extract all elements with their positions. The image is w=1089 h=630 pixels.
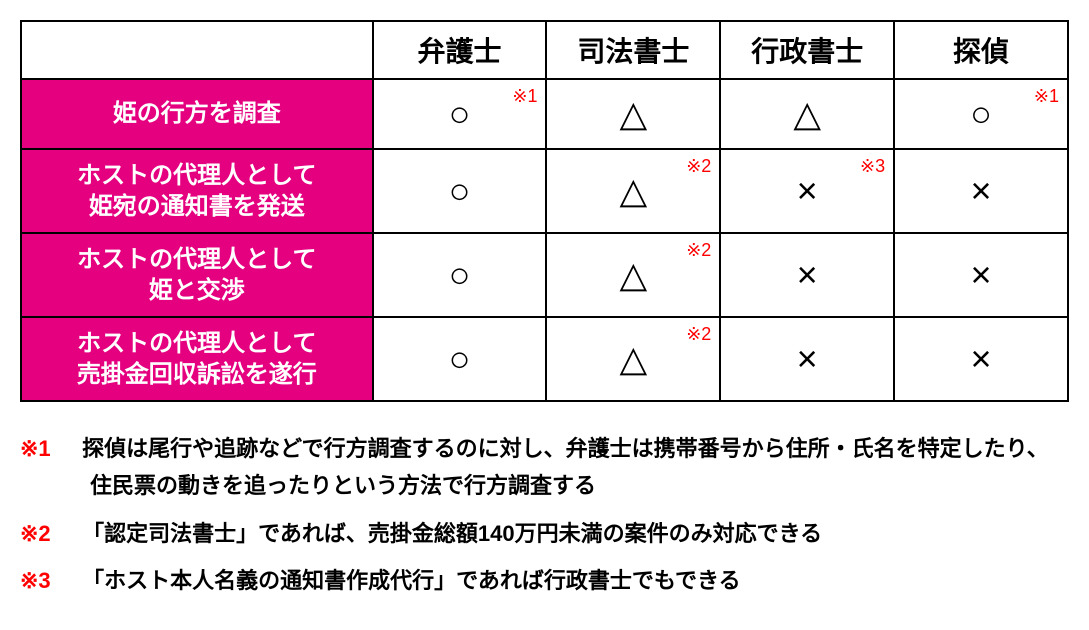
table-row: ホストの代理人として姫と交渉 ○ △ ※2 × × [21,233,1068,317]
comparison-table: 弁護士司法書士行政書士探偵 姫の行方を調査 ○ ※1 △ △ ○ ※1 ホストの代理人として姫… [20,20,1069,402]
footnote-marker: ※3 [20,562,76,599]
data-cell-2-3: × [894,233,1068,317]
data-cell-0-2: △ [720,79,894,149]
data-cell-1-3: × [894,149,1068,233]
footnotes-block: ※1 探偵は尾行や追跡などで行方調査するのに対し、弁護士は携帯番号から住所・氏名… [20,430,1069,600]
data-cell-3-1: △ ※2 [546,317,720,401]
footnote-1: ※2 「認定司法書士」であれば、売掛金総額140万円未満の案件のみ対応できる [20,515,1069,552]
symbol: ○ [449,341,471,377]
note-ref: ※1 [1034,86,1059,107]
note-ref: ※1 [512,86,537,107]
footnote-text: 探偵は尾行や追跡などで行方調査するのに対し、弁護士は携帯番号から住所・氏名を特定… [76,436,1049,498]
footnote-2: ※3 「ホスト本人名義の通知書作成代行」であれば行政書士でもできる [20,562,1069,599]
col-header-0: 弁護士 [373,21,547,79]
data-cell-3-3: × [894,317,1068,401]
symbol: △ [620,341,648,377]
col-header-3: 探偵 [894,21,1068,79]
table-head: 弁護士司法書士行政書士探偵 [21,21,1068,79]
data-cell-0-1: △ [546,79,720,149]
row-header-0: 姫の行方を調査 [21,79,373,149]
data-cell-3-0: ○ [373,317,547,401]
data-cell-3-2: × [720,317,894,401]
col-header-1: 司法書士 [546,21,720,79]
header-row: 弁護士司法書士行政書士探偵 [21,21,1068,79]
footnote-text: 「ホスト本人名義の通知書作成代行」であれば行政書士でもできる [76,568,741,593]
data-cell-1-2: × ※3 [720,149,894,233]
col-header-2: 行政書士 [720,21,894,79]
footnote-marker: ※2 [20,515,76,552]
data-cell-1-1: △ ※2 [546,149,720,233]
note-ref: ※2 [686,156,711,177]
row-header-2: ホストの代理人として姫と交渉 [21,233,373,317]
footnote-0: ※1 探偵は尾行や追跡などで行方調査するのに対し、弁護士は携帯番号から住所・氏名… [20,430,1069,505]
symbol: ○ [449,173,471,209]
footnote-text: 「認定司法書士」であれば、売掛金総額140万円未満の案件のみ対応できる [76,521,822,546]
row-header-1: ホストの代理人として姫宛の通知書を発送 [21,149,373,233]
row-header-3: ホストの代理人として売掛金回収訴訟を遂行 [21,317,373,401]
table-row: 姫の行方を調査 ○ ※1 △ △ ○ ※1 [21,79,1068,149]
data-cell-1-0: ○ [373,149,547,233]
table-row: ホストの代理人として姫宛の通知書を発送 ○ △ ※2 × ※3 × [21,149,1068,233]
comparison-container: 弁護士司法書士行政書士探偵 姫の行方を調査 ○ ※1 △ △ ○ ※1 ホストの代理人として姫… [20,20,1069,600]
data-cell-2-2: × [720,233,894,317]
blank-header-cell [21,21,373,79]
data-cell-2-1: △ ※2 [546,233,720,317]
symbol: △ [620,173,648,209]
symbol: △ [620,96,648,132]
table-body: 姫の行方を調査 ○ ※1 △ △ ○ ※1 ホストの代理人として姫宛の通知書を発送 ○ △ ※2 × ※… [21,79,1068,401]
symbol: △ [793,96,821,132]
symbol: × [797,173,818,209]
symbol: × [971,341,992,377]
data-cell-0-3: ○ ※1 [894,79,1068,149]
symbol: △ [620,257,648,293]
note-ref: ※2 [686,240,711,261]
data-cell-2-0: ○ [373,233,547,317]
note-ref: ※2 [686,324,711,345]
symbol: × [971,257,992,293]
symbol: × [971,173,992,209]
symbol: ○ [970,96,992,132]
symbol: ○ [449,96,471,132]
note-ref: ※3 [860,156,885,177]
table-row: ホストの代理人として売掛金回収訴訟を遂行 ○ △ ※2 × × [21,317,1068,401]
symbol: × [797,257,818,293]
symbol: × [797,341,818,377]
footnote-marker: ※1 [20,430,76,467]
symbol: ○ [449,257,471,293]
data-cell-0-0: ○ ※1 [373,79,547,149]
